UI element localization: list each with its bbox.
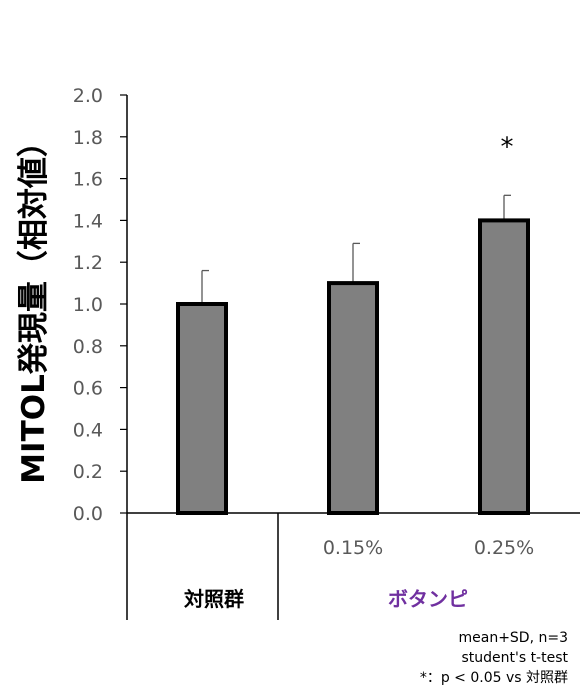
group-label-control: 対照群 bbox=[183, 587, 244, 611]
y-tick-label: 0.6 bbox=[73, 378, 103, 400]
note-test: student's t-test bbox=[461, 650, 568, 666]
y-tick-label: 1.2 bbox=[73, 252, 103, 274]
y-tick-label: 1.6 bbox=[73, 169, 103, 191]
y-tick-label: 0.0 bbox=[73, 503, 103, 525]
y-tick-label: 0.8 bbox=[73, 336, 103, 358]
y-tick-label: 1.0 bbox=[73, 294, 103, 316]
y-tick-label: 1.4 bbox=[73, 210, 103, 232]
category-label: 0.25% bbox=[474, 537, 534, 559]
y-tick-label: 1.8 bbox=[73, 127, 103, 149]
y-tick-label: 0.4 bbox=[73, 419, 103, 441]
category-label: 0.15% bbox=[323, 537, 383, 559]
y-tick-label: 2.0 bbox=[73, 85, 103, 107]
note-significance: *：p < 0.05 vs 対照群 bbox=[419, 670, 568, 686]
bars: * bbox=[176, 132, 530, 515]
group-label-botanpi: ボタンピ bbox=[388, 587, 468, 611]
bar bbox=[478, 218, 530, 515]
note-stats: mean+SD, n=3 bbox=[458, 630, 568, 646]
bar bbox=[327, 281, 379, 515]
y-ticks: 0.0 0.2 0.4 0.6 0.8 1.0 1.2 1.4 1.6 1.8 2.0 bbox=[73, 85, 127, 525]
y-axis-label: MITOL発現量（相対値） bbox=[16, 126, 52, 484]
y-tick-label: 0.2 bbox=[73, 461, 103, 483]
significance-marker: * bbox=[501, 132, 514, 162]
footnote: mean+SD, n=3 student's t-test *：p < 0.05… bbox=[420, 628, 568, 688]
category-labels: 0.15% 0.25% bbox=[323, 537, 534, 559]
bar bbox=[176, 302, 228, 515]
